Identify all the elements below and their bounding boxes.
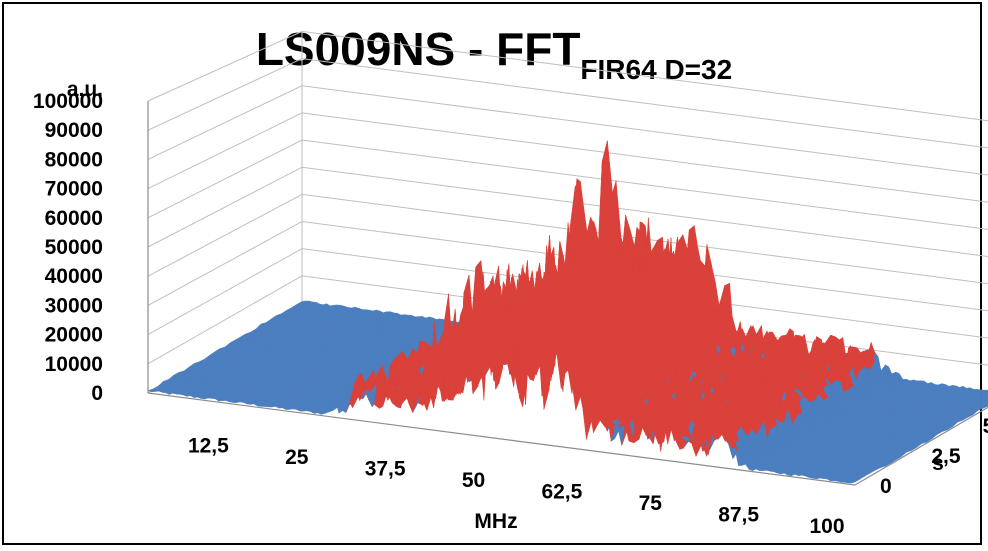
surface-plot (147, 140, 988, 484)
chart-title-main: LS009NS - FFT (255, 23, 581, 75)
gridline (147, 30, 988, 122)
chart-title: LS009NS - FFTFIR64 D=32 (0, 22, 988, 86)
chart-title-subscript: FIR64 D=32 (580, 54, 733, 85)
